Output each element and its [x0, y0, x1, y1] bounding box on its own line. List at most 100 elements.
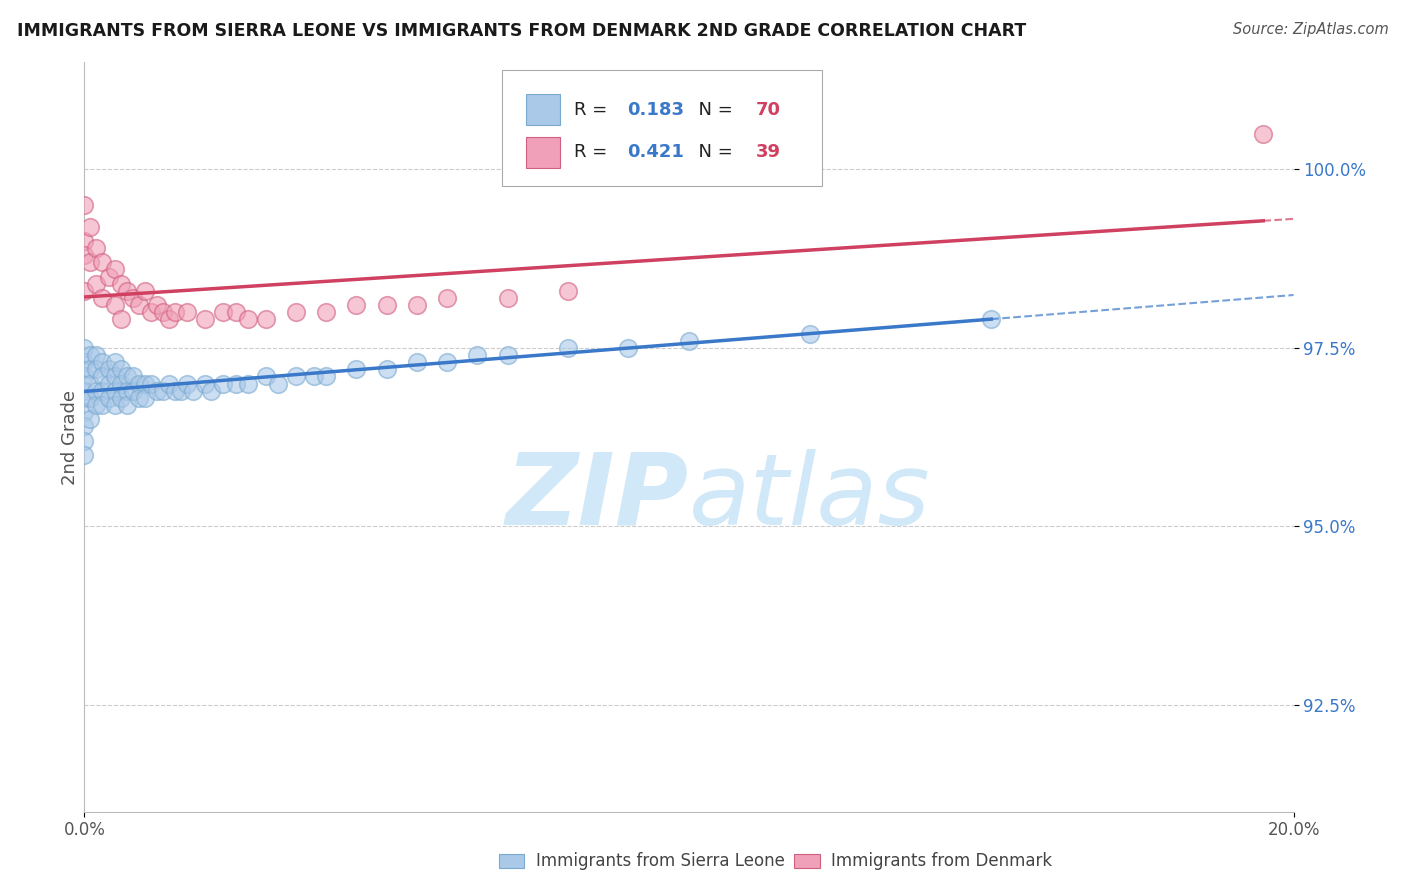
Point [104, 298, 127, 312]
Point [86, 348, 108, 362]
Point [86, 398, 108, 412]
Point [91, 355, 114, 369]
Point [97, 391, 120, 405]
Point [1253, 127, 1275, 141]
Point [79, 376, 101, 391]
Point [128, 298, 150, 312]
Point [91, 369, 114, 384]
Point [212, 305, 235, 319]
Point [436, 355, 458, 369]
Point [194, 376, 217, 391]
Point [79, 255, 101, 269]
Point [73, 384, 96, 398]
Point [617, 341, 640, 355]
Point [152, 384, 174, 398]
Point [86, 384, 108, 398]
Point [73, 234, 96, 248]
Point [86, 241, 108, 255]
Text: 70: 70 [755, 101, 780, 119]
Point [267, 376, 290, 391]
Point [104, 398, 127, 412]
Text: Immigrants from Sierra Leone: Immigrants from Sierra Leone [536, 852, 785, 870]
Point [73, 341, 96, 355]
Point [79, 362, 101, 376]
Point [678, 334, 700, 348]
Text: IMMIGRANTS FROM SIERRA LEONE VS IMMIGRANTS FROM DENMARK 2ND GRADE CORRELATION CH: IMMIGRANTS FROM SIERRA LEONE VS IMMIGRAN… [17, 22, 1026, 40]
Point [406, 298, 429, 312]
Point [134, 284, 156, 298]
Point [97, 269, 120, 284]
Point [73, 419, 96, 434]
Point [212, 376, 235, 391]
Point [73, 391, 96, 405]
Point [496, 348, 519, 362]
Point [91, 291, 114, 305]
Text: N =: N = [686, 101, 738, 119]
Text: Source: ZipAtlas.com: Source: ZipAtlas.com [1233, 22, 1389, 37]
Point [254, 312, 277, 326]
Point [115, 384, 138, 398]
Point [73, 248, 96, 262]
Point [225, 376, 247, 391]
Point [315, 305, 337, 319]
Point [346, 362, 368, 376]
Point [73, 369, 96, 384]
Point [128, 376, 150, 391]
Point [73, 448, 96, 462]
Point [128, 391, 150, 405]
Point [110, 312, 132, 326]
Point [157, 312, 180, 326]
Point [165, 384, 187, 398]
Point [436, 291, 458, 305]
Point [115, 369, 138, 384]
Point [104, 262, 127, 277]
Point [254, 369, 277, 384]
Point [194, 312, 217, 326]
Point [467, 348, 489, 362]
Point [165, 305, 187, 319]
Point [146, 384, 169, 398]
Point [557, 284, 579, 298]
Point [91, 398, 114, 412]
Point [176, 376, 198, 391]
Point [375, 362, 398, 376]
Point [104, 384, 127, 398]
Point [139, 305, 162, 319]
Point [139, 376, 162, 391]
Point [79, 412, 101, 426]
Point [152, 305, 174, 319]
Point [375, 298, 398, 312]
Point [91, 384, 114, 398]
Point [146, 298, 169, 312]
Point [236, 376, 259, 391]
Point [73, 434, 96, 448]
Point [110, 362, 132, 376]
Text: R =: R = [574, 144, 613, 161]
Point [157, 376, 180, 391]
Text: Immigrants from Denmark: Immigrants from Denmark [831, 852, 1052, 870]
Point [115, 284, 138, 298]
Point [134, 376, 156, 391]
Point [73, 198, 96, 212]
Text: atlas: atlas [689, 449, 931, 546]
Point [285, 305, 308, 319]
Point [121, 291, 143, 305]
Point [315, 369, 337, 384]
Point [285, 369, 308, 384]
Point [110, 376, 132, 391]
Point [115, 398, 138, 412]
Point [104, 355, 127, 369]
Point [121, 369, 143, 384]
Point [557, 341, 579, 355]
Text: 0.183: 0.183 [627, 101, 685, 119]
Point [225, 305, 247, 319]
Point [406, 355, 429, 369]
Point [346, 298, 368, 312]
Point [170, 384, 193, 398]
Point [134, 391, 156, 405]
Text: R =: R = [574, 101, 613, 119]
Point [86, 277, 108, 291]
Text: 39: 39 [755, 144, 780, 161]
Point [73, 355, 96, 369]
Point [496, 291, 519, 305]
